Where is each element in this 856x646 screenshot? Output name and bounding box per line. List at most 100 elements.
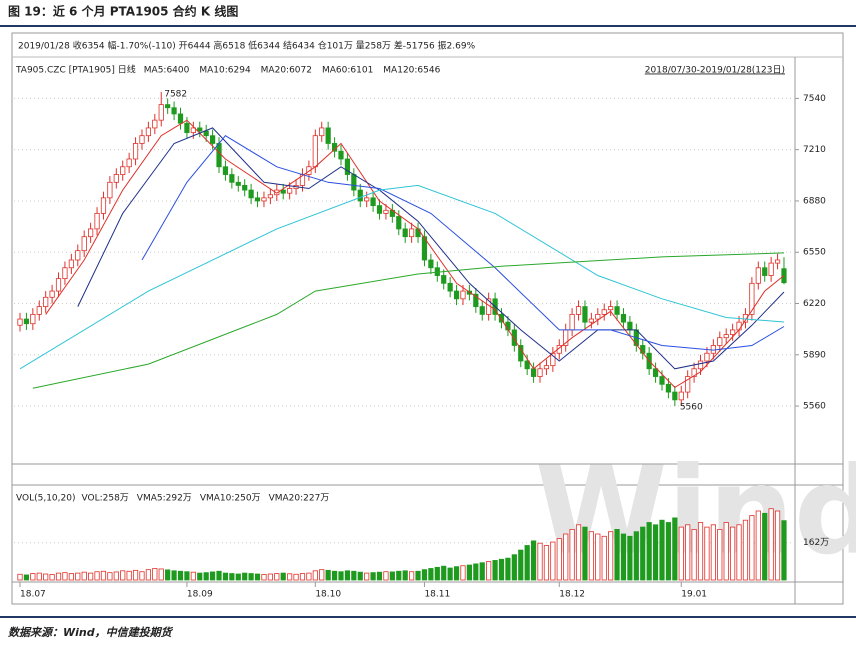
candle-body <box>774 259 781 264</box>
candle-body <box>30 313 36 325</box>
y-tick-label: 5890 <box>803 350 826 360</box>
volume-bar <box>267 573 273 581</box>
volume-bar <box>165 569 171 581</box>
ma-line <box>19 184 785 370</box>
candle-body <box>222 166 229 175</box>
volume-bar <box>486 561 492 581</box>
x-tick-label: 18.12 <box>559 590 585 600</box>
volume-bar <box>595 533 601 581</box>
volume-bar <box>351 570 357 581</box>
candle-body <box>672 391 678 401</box>
volume-bar <box>531 540 537 581</box>
candle-body <box>601 309 607 315</box>
volume-bar <box>781 520 787 581</box>
candle-body <box>88 228 94 238</box>
volume-bar <box>242 572 248 581</box>
volume-bar <box>68 573 74 581</box>
volume-bar <box>299 573 306 581</box>
volume-bar <box>23 574 30 581</box>
legend-entry: VMA10:250万 <box>200 494 261 504</box>
volume-bar <box>229 573 235 581</box>
volume-bar <box>222 572 229 581</box>
candle-body <box>190 127 196 133</box>
candle-body <box>460 290 466 300</box>
candle-body <box>659 376 665 385</box>
volume-bar <box>736 524 742 581</box>
x-tick-label: 18.09 <box>187 590 213 600</box>
candle-body <box>742 313 749 323</box>
annotation: 5560 <box>680 403 703 413</box>
candle-body <box>652 368 659 377</box>
candle-body <box>100 197 107 214</box>
volume-bar <box>460 565 466 581</box>
candle-body <box>691 368 697 377</box>
candle-body <box>582 306 588 323</box>
legend-prefix: VOL(5,10,20) <box>16 494 75 504</box>
volume-bar <box>768 508 774 581</box>
volume-bar <box>81 571 87 581</box>
candle-body <box>68 259 74 269</box>
candle-body <box>685 376 691 393</box>
volume-bar <box>158 568 164 581</box>
volume-bar <box>306 572 312 581</box>
volume-bar <box>152 568 158 581</box>
candle-body <box>107 181 113 199</box>
volume-bar <box>280 572 286 581</box>
volume-bar <box>441 565 447 581</box>
volume-bar <box>364 572 370 581</box>
candle-body <box>421 236 428 261</box>
candle-body <box>248 189 254 199</box>
candle-body <box>537 368 543 377</box>
candle-body <box>351 174 357 191</box>
volume-bar <box>287 573 293 581</box>
volume-bar <box>774 510 781 581</box>
legend-entry: MA20:6072 <box>261 66 312 76</box>
candle-body <box>55 278 62 292</box>
volume-bar <box>466 564 473 581</box>
volume-bar <box>312 570 318 581</box>
candle-body <box>254 197 261 202</box>
volume-bar <box>261 574 267 581</box>
volume-bar <box>17 573 23 581</box>
y-tick-label: 6220 <box>803 299 826 309</box>
volume-bar <box>665 522 672 581</box>
candle-body <box>370 197 376 207</box>
volume-bar <box>274 573 280 581</box>
candle-body <box>23 318 30 325</box>
ma-line <box>77 127 785 370</box>
chart-frame <box>11 32 844 605</box>
volume-bar <box>30 573 36 581</box>
candle-body <box>36 306 42 315</box>
volume-bar <box>691 529 697 581</box>
candle-body <box>396 216 402 230</box>
candle-body <box>376 205 383 214</box>
volume-bar <box>601 535 607 581</box>
volume-bar <box>171 570 177 581</box>
candle-body <box>280 189 286 194</box>
volume-bar <box>447 567 453 581</box>
candle-body <box>704 352 710 362</box>
candle-body <box>620 313 627 323</box>
candle-body <box>730 329 736 335</box>
volume-bar <box>235 573 241 581</box>
volume-bar <box>524 545 530 581</box>
candle-body <box>723 334 729 339</box>
volume-bar <box>216 570 222 581</box>
volume-bar <box>421 569 428 581</box>
candle-body <box>165 104 171 109</box>
y-tick-label: 6550 <box>803 248 826 258</box>
volume-bar <box>575 524 582 581</box>
range-label: 2018/07/30-2019/01/28(123日) <box>645 65 785 76</box>
volume-bar <box>55 572 62 581</box>
volume-bar <box>49 574 55 581</box>
candle-body <box>17 318 23 326</box>
volume-bar <box>370 572 376 581</box>
candle-body <box>364 197 370 202</box>
ma-line <box>45 119 785 389</box>
volume-bar <box>505 557 511 581</box>
volume-bar <box>197 572 203 581</box>
legend-entry: VMA5:292万 <box>137 494 192 504</box>
volume-bar <box>614 529 620 581</box>
candle-body <box>113 174 119 183</box>
candle-body <box>145 127 151 137</box>
